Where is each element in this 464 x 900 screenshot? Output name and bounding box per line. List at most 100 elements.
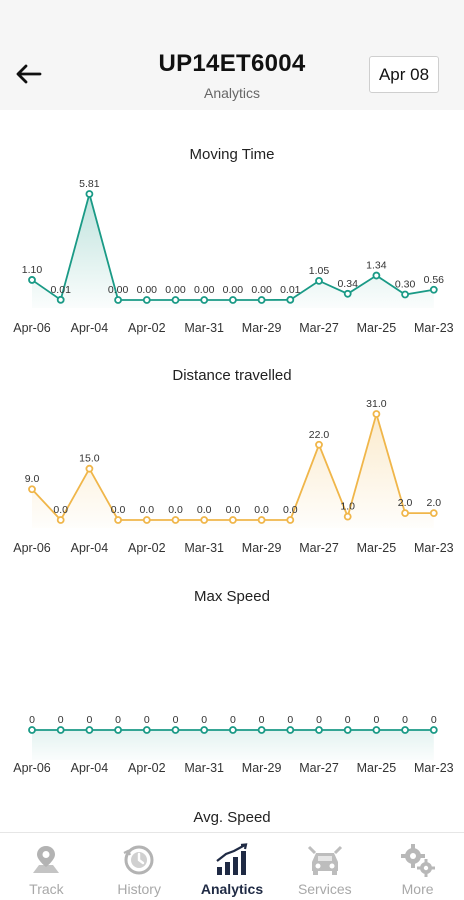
data-label: 0.56 <box>424 274 445 286</box>
x-tick-label: Mar-25 <box>357 541 397 555</box>
nav-item-more[interactable]: More <box>371 833 464 900</box>
x-tick-label: Apr-02 <box>128 761 166 775</box>
x-tick-label: Apr-06 <box>13 761 51 775</box>
data-label: 0.0 <box>53 504 68 516</box>
data-label: 1.10 <box>22 264 43 276</box>
data-point <box>28 726 36 734</box>
gears-icon <box>400 843 436 877</box>
data-point <box>429 726 438 734</box>
data-label: 1.05 <box>309 265 330 277</box>
x-tick-label: Mar-29 <box>242 761 282 775</box>
data-label: 0 <box>287 714 293 726</box>
data-point <box>28 485 36 494</box>
nav-label-services: Services <box>297 881 352 897</box>
data-point <box>315 276 323 285</box>
data-point <box>171 516 180 524</box>
data-label: 0.00 <box>194 284 215 296</box>
data-point <box>142 296 151 304</box>
data-label: 0.30 <box>395 279 416 291</box>
data-label: 0.01 <box>50 284 71 296</box>
x-tick-label: Mar-23 <box>414 761 454 775</box>
car-service-icon <box>307 843 343 877</box>
data-point <box>401 726 410 734</box>
data-label: 0.01 <box>280 284 301 296</box>
x-tick-label: Mar-23 <box>414 321 454 335</box>
data-point <box>372 726 381 734</box>
nav-item-track[interactable]: Track <box>0 833 93 900</box>
data-label: 0.0 <box>139 504 154 516</box>
data-label: 0 <box>144 714 150 726</box>
nav-label-history: History <box>117 881 161 897</box>
arrow-left-icon <box>16 64 42 84</box>
x-tick-label: Mar-25 <box>357 761 397 775</box>
data-point <box>401 509 410 518</box>
data-point <box>228 726 237 734</box>
data-point <box>286 516 295 524</box>
data-point <box>401 290 410 299</box>
x-tick-label: Mar-31 <box>184 321 224 335</box>
nav-item-analytics[interactable]: Analytics <box>186 833 279 900</box>
data-label: 0 <box>431 714 437 726</box>
x-tick-label: Mar-27 <box>299 321 339 335</box>
chart-title-moving-time: Moving Time <box>189 146 275 163</box>
x-tick-label: Mar-27 <box>299 761 339 775</box>
data-point <box>56 295 65 304</box>
data-label: 0 <box>201 714 207 726</box>
series-area <box>32 194 434 308</box>
data-label: 0.0 <box>254 504 269 516</box>
data-point <box>372 410 381 418</box>
moving-time-chart: 1.10 0.01 5.81 0.00 0.00 0.00 0.00 0.00 0.00 0.01… <box>13 178 454 335</box>
data-point <box>56 516 65 524</box>
data-point <box>257 516 266 524</box>
data-point <box>114 516 122 524</box>
data-point <box>56 726 65 734</box>
history-clock-icon <box>121 843 157 877</box>
data-label: 2.0 <box>426 497 441 509</box>
data-point <box>286 726 295 734</box>
data-point <box>228 516 237 524</box>
data-label: 31.0 <box>366 398 387 410</box>
back-button[interactable] <box>12 58 44 90</box>
app-header: UP14ET6004 Analytics Apr 08 <box>0 0 464 110</box>
data-label: 5.81 <box>79 178 100 190</box>
max-speed-chart: 0 0 0 0 0 0 0 0 0 0 0 0 0 0 0 Apr-06 Apr-04 Apr-02 Mar-31 M… <box>13 714 454 775</box>
data-label: 0.00 <box>223 284 244 296</box>
data-label: 0 <box>29 714 35 726</box>
data-label: 0.0 <box>226 504 241 516</box>
data-point <box>429 285 438 294</box>
data-label: 0 <box>402 714 408 726</box>
data-label: 0 <box>373 714 379 726</box>
data-point <box>228 296 237 304</box>
data-point <box>200 516 209 524</box>
date-picker-button[interactable]: Apr 08 <box>369 56 439 93</box>
data-point <box>142 726 151 734</box>
x-tick-label: Mar-31 <box>184 761 224 775</box>
data-point <box>28 276 36 284</box>
chart-title-max-speed: Max Speed <box>194 588 270 605</box>
data-label: 0.0 <box>197 504 212 516</box>
data-point <box>171 726 180 734</box>
data-label: 0.00 <box>137 284 158 296</box>
data-label: 0 <box>259 714 265 726</box>
chart-title-avg-speed: Avg. Speed <box>193 809 271 826</box>
data-point <box>114 296 122 304</box>
nav-label-more: More <box>401 881 434 897</box>
data-point <box>85 726 94 734</box>
data-point <box>343 289 352 298</box>
data-label: 0.0 <box>283 504 298 516</box>
analytics-content[interactable]: Moving Time 1.10 0.01 5.81 0.00 0.00 0.00 0.00… <box>0 110 464 832</box>
series-area <box>32 730 434 760</box>
data-point <box>171 296 180 304</box>
nav-item-services[interactable]: Services <box>278 833 371 900</box>
nav-item-history[interactable]: History <box>93 833 186 900</box>
data-point <box>343 512 352 521</box>
data-label: 0 <box>115 714 121 726</box>
data-point <box>200 726 209 734</box>
data-label: 0 <box>58 714 64 726</box>
nav-label-analytics: Analytics <box>200 881 264 897</box>
data-label: 0.34 <box>337 278 358 290</box>
page-subtitle: Analytics <box>203 85 261 101</box>
page-title: UP14ET6004 <box>158 50 306 77</box>
data-point <box>343 726 352 734</box>
data-label: 0 <box>230 714 236 726</box>
